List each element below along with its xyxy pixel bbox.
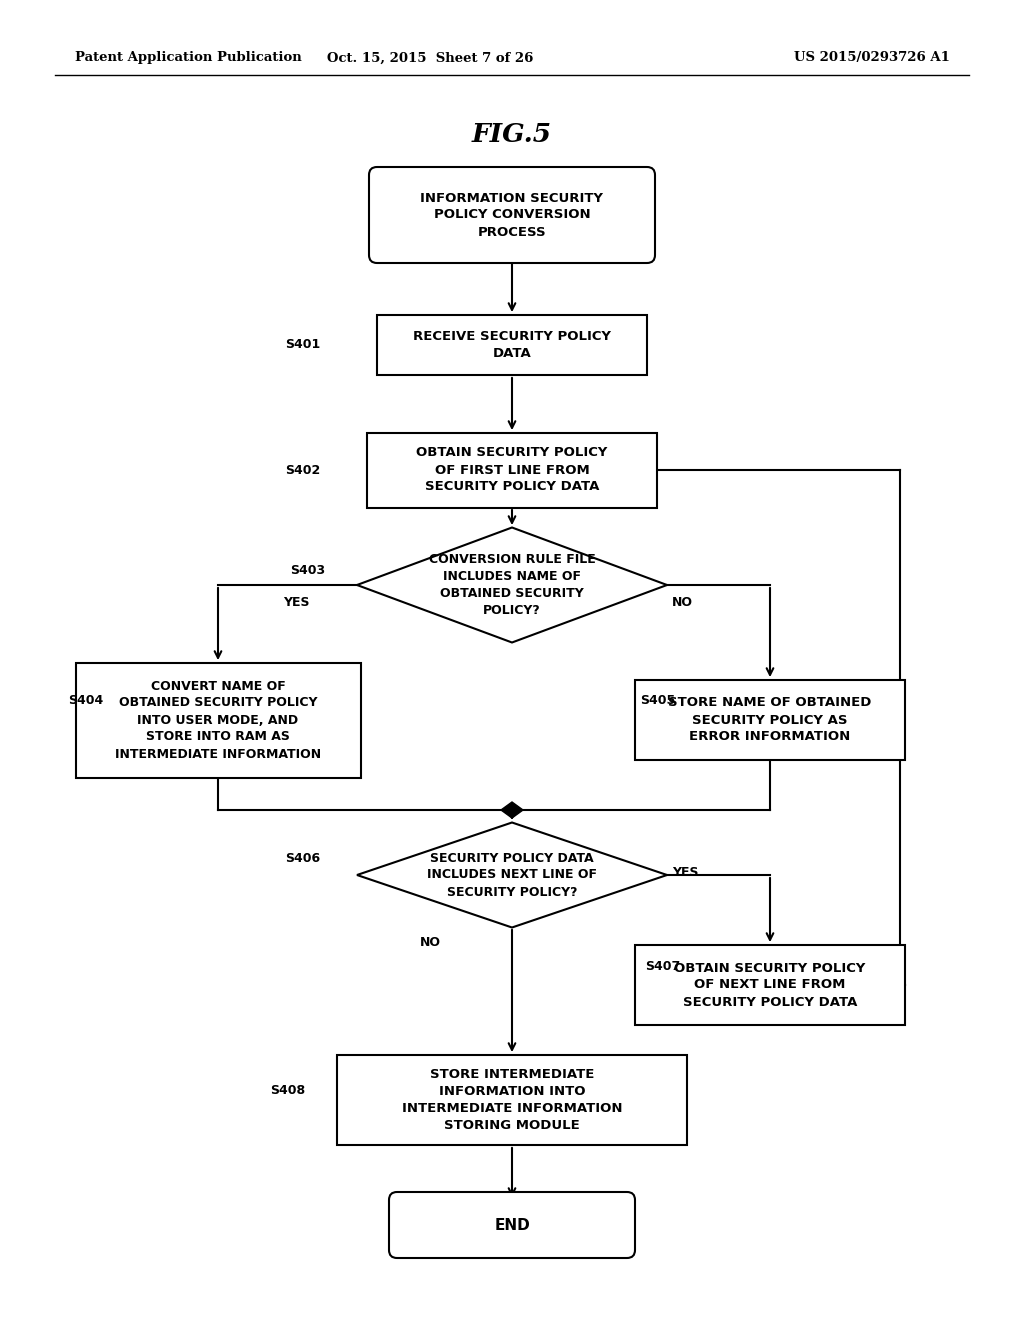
Text: OBTAIN SECURITY POLICY
OF NEXT LINE FROM
SECURITY POLICY DATA: OBTAIN SECURITY POLICY OF NEXT LINE FROM… <box>675 961 865 1008</box>
Text: S405: S405 <box>640 693 675 706</box>
Polygon shape <box>357 822 667 928</box>
Text: S404: S404 <box>68 693 103 706</box>
Bar <box>367 433 657 507</box>
Text: S408: S408 <box>270 1084 305 1097</box>
Text: RECEIVE SECURITY POLICY
DATA: RECEIVE SECURITY POLICY DATA <box>413 330 611 360</box>
Text: INFORMATION SECURITY
POLICY CONVERSION
PROCESS: INFORMATION SECURITY POLICY CONVERSION P… <box>421 191 603 239</box>
Bar <box>76 663 360 777</box>
Text: S403: S403 <box>290 564 326 577</box>
Text: S407: S407 <box>645 961 680 974</box>
Text: Oct. 15, 2015  Sheet 7 of 26: Oct. 15, 2015 Sheet 7 of 26 <box>327 51 534 65</box>
Bar <box>635 945 905 1026</box>
Text: OBTAIN SECURITY POLICY
OF FIRST LINE FROM
SECURITY POLICY DATA: OBTAIN SECURITY POLICY OF FIRST LINE FRO… <box>417 446 607 494</box>
Bar <box>337 1055 687 1144</box>
Text: S402: S402 <box>285 463 321 477</box>
Text: YES: YES <box>672 866 698 879</box>
Bar <box>377 315 647 375</box>
Text: S401: S401 <box>285 338 321 351</box>
Text: END: END <box>495 1217 529 1233</box>
Polygon shape <box>357 528 667 643</box>
Text: STORE INTERMEDIATE
INFORMATION INTO
INTERMEDIATE INFORMATION
STORING MODULE: STORE INTERMEDIATE INFORMATION INTO INTE… <box>401 1068 623 1133</box>
Text: NO: NO <box>420 936 441 949</box>
Text: Patent Application Publication: Patent Application Publication <box>75 51 302 65</box>
FancyBboxPatch shape <box>389 1192 635 1258</box>
Polygon shape <box>501 803 523 818</box>
Text: FIG.5: FIG.5 <box>472 123 552 148</box>
Text: US 2015/0293726 A1: US 2015/0293726 A1 <box>795 51 950 65</box>
Bar <box>635 680 905 760</box>
Text: NO: NO <box>672 595 693 609</box>
Text: S406: S406 <box>285 851 321 865</box>
Text: YES: YES <box>284 595 310 609</box>
Text: SECURITY POLICY DATA
INCLUDES NEXT LINE OF
SECURITY POLICY?: SECURITY POLICY DATA INCLUDES NEXT LINE … <box>427 851 597 899</box>
Text: CONVERSION RULE FILE
INCLUDES NAME OF
OBTAINED SECURITY
POLICY?: CONVERSION RULE FILE INCLUDES NAME OF OB… <box>429 553 595 616</box>
Text: STORE NAME OF OBTAINED
SECURITY POLICY AS
ERROR INFORMATION: STORE NAME OF OBTAINED SECURITY POLICY A… <box>669 697 871 743</box>
FancyBboxPatch shape <box>369 168 655 263</box>
Text: CONVERT NAME OF
OBTAINED SECURITY POLICY
INTO USER MODE, AND
STORE INTO RAM AS
I: CONVERT NAME OF OBTAINED SECURITY POLICY… <box>115 680 322 760</box>
